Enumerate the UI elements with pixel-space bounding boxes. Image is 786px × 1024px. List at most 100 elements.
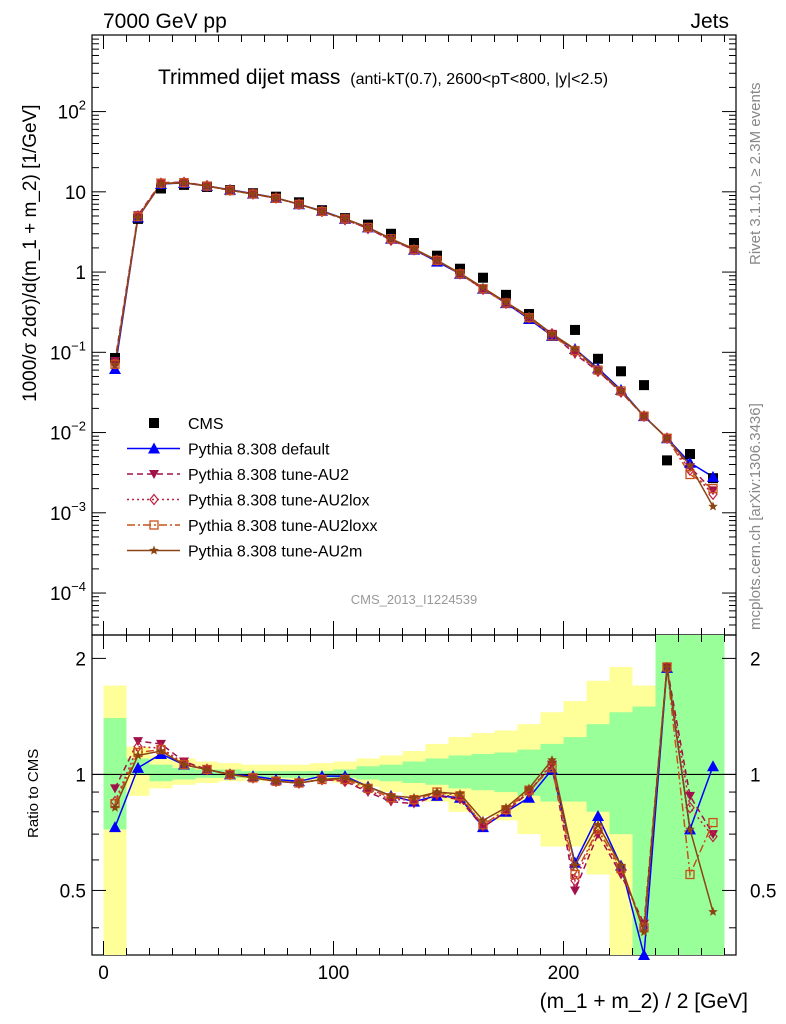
legend-marker [149, 493, 159, 506]
ratio-point [570, 869, 580, 880]
ratio-axis-ticks: 0.5 0.5 1 1 2 2 0 100 200 [60, 649, 777, 984]
mc-point [593, 365, 603, 375]
green-band-segment [471, 753, 495, 791]
ratio-panel-frame [91, 634, 737, 956]
y-tick-label: 10−3 [50, 499, 86, 525]
green-band-segment [356, 766, 380, 780]
ratio-point [707, 760, 719, 772]
y-tick-label-base: 10 [50, 343, 71, 364]
mc-point [340, 213, 350, 223]
data-point [662, 455, 672, 466]
rivet-version-label: Rivet 3.1.10, ≥ 2.3M events [747, 83, 764, 266]
ratio-point [179, 759, 189, 769]
ratio-point [133, 750, 143, 760]
mc-point [156, 178, 166, 188]
green-band-segment [563, 737, 587, 802]
green-band-segment [402, 761, 426, 784]
ratio-point [638, 949, 650, 960]
data-point [616, 366, 626, 377]
legend-label: Pythia 8.308 tune-AU2lox [188, 493, 369, 510]
y-tick-label-exp: −1 [71, 338, 86, 353]
x-axis-label: (m_1 + m_2) / 2 [GeV] [540, 990, 748, 1013]
y-tick-label: 10−2 [50, 419, 86, 445]
header-jets-label: Jets [690, 10, 729, 33]
green-band-segment [149, 764, 173, 782]
mc-point [386, 233, 396, 243]
ratio-point [662, 662, 672, 671]
ratio-series-group [109, 661, 719, 960]
ratio-point [386, 790, 396, 800]
ratio-point [363, 784, 373, 797]
mc-point [639, 411, 649, 421]
y-tick-label-base: 10 [50, 504, 71, 525]
legend-marker [149, 418, 159, 428]
mc-point [271, 192, 281, 202]
ratio-point [156, 746, 166, 756]
ratio-point [501, 802, 511, 812]
green-band-segment [701, 635, 725, 955]
mc-point [616, 385, 626, 395]
y-tick-label-base: 10 [50, 584, 71, 605]
ratio-point [363, 781, 373, 791]
ratio-point [340, 772, 350, 782]
mc-point [662, 433, 672, 443]
mc-point [202, 181, 212, 191]
legend-label: Pythia 8.308 default [188, 442, 330, 459]
green-band-segment [172, 767, 196, 780]
ratio-point [547, 755, 557, 764]
ratio-y-axis-label: Ratio to CMS [25, 749, 42, 838]
mc-point [409, 243, 419, 253]
mc-point [179, 176, 189, 189]
legend-label: Pythia 8.308 tune-AU2 [188, 467, 349, 484]
y-tick-label-exp: 2 [79, 98, 86, 113]
ratio-point [225, 769, 235, 779]
mc-point [570, 346, 580, 359]
ratio-point [593, 823, 603, 836]
legend-label: Pythia 8.308 tune-AU2m [188, 544, 362, 561]
mc-point [707, 470, 719, 482]
green-band-segment [494, 752, 518, 793]
y-tick-label-exp: −2 [71, 419, 86, 434]
ratio-point [708, 906, 718, 916]
ratio-point [156, 739, 166, 749]
ratio-point [317, 774, 327, 784]
x-tick-label: 100 [318, 963, 350, 984]
ratio-y-tick-label-right: 1 [750, 765, 761, 786]
legend: CMS Pythia 8.308 default Pythia 8.308 tune… [127, 416, 377, 561]
x-tick-label: 0 [98, 963, 109, 984]
mc-point [179, 177, 189, 187]
mc-point [432, 254, 442, 267]
data-point [685, 449, 695, 460]
chart-title-main: Trimmed dijet mass [158, 66, 340, 89]
ratio-y-tick-label-right: 0.5 [750, 881, 776, 902]
green-band-segment [448, 755, 472, 789]
mc-point [156, 177, 166, 190]
green-band-segment [632, 706, 656, 955]
ratio-point [570, 860, 580, 870]
ratio-point [592, 810, 604, 822]
mc-point [685, 460, 695, 470]
ratio-point [639, 927, 649, 937]
mc-point [478, 282, 488, 292]
ratio-point [501, 803, 511, 816]
mc-point [432, 255, 442, 265]
y-tick-label: 102 [58, 98, 86, 124]
ratio-point [478, 815, 488, 825]
data-point [501, 289, 511, 300]
mc-point [317, 206, 327, 216]
legend-marker [149, 470, 159, 479]
y-tick-label: 1 [75, 263, 86, 284]
mc-point [570, 344, 580, 353]
chart-title: Trimmed dijet mass (anti-kT(0.7), 2600<p… [158, 66, 608, 89]
data-point [593, 353, 603, 364]
data-point [570, 324, 580, 335]
green-band-segment [425, 758, 449, 785]
green-band-segment [379, 764, 403, 782]
mc-point [225, 185, 235, 195]
data-point [478, 272, 488, 283]
chart-title-subtitle: (anti-kT(0.7), 2600<pT<800, |y|<2.5) [350, 71, 608, 88]
main-series-group [109, 176, 719, 511]
ratio-point [202, 764, 212, 774]
